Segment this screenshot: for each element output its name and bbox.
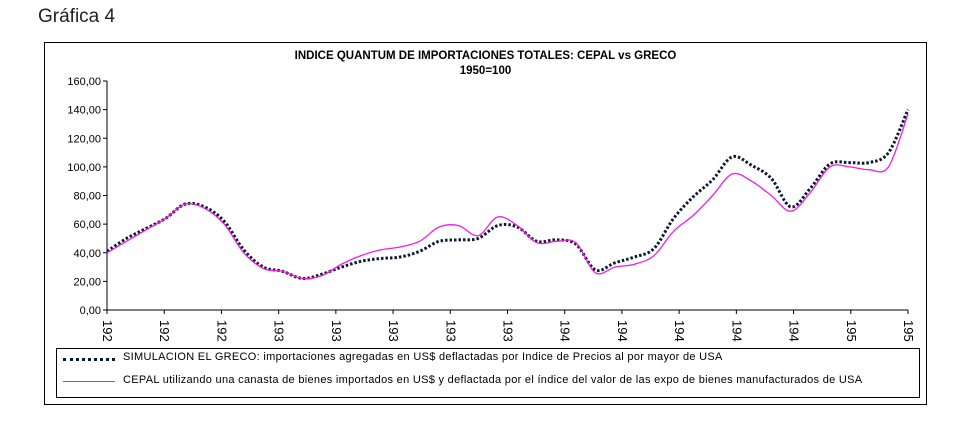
legend-label-cepal: CEPAL utilizando una canasta de bienes i… [123, 374, 863, 386]
chart-legend: SIMULACION EL GRECO: importaciones agreg… [56, 348, 920, 398]
x-tick-label: 195 [844, 320, 859, 342]
y-tick-label: 140,00 [67, 105, 101, 117]
y-tick-label: 100,00 [67, 162, 101, 174]
x-tick-label: 194 [672, 320, 687, 342]
figure-label: Gráfica 4 [38, 6, 116, 27]
x-tick-label: 193 [501, 320, 516, 342]
legend-entry-greco: SIMULACION EL GRECO: importaciones agreg… [61, 352, 917, 374]
legend-label-greco: SIMULACION EL GRECO: importaciones agreg… [123, 351, 723, 363]
x-tick-label: 194 [787, 320, 802, 342]
y-tick-label: 0,00 [80, 305, 101, 317]
y-tick-label: 80,00 [73, 191, 101, 203]
chart-subtitle: 1950=100 [459, 65, 512, 77]
series-line-greco [106, 108, 910, 281]
x-tick-label: 194 [558, 320, 573, 342]
y-axis-ticks: 0,00 20,00 40,00 60,00 80,00 100,00 120,00 140,… [67, 76, 107, 317]
y-tick-label: 160,00 [67, 76, 101, 88]
x-tick-label: 192 [157, 320, 172, 342]
chart-frame [44, 42, 927, 405]
y-tick-label: 20,00 [73, 276, 101, 288]
legend-entry-cepal: CEPAL utilizando una canasta de bienes i… [61, 375, 917, 397]
x-tick-label: 192 [214, 320, 229, 342]
x-tick-label: 193 [386, 320, 401, 342]
x-tick-label: 194 [615, 320, 630, 342]
legend-swatch-solid [63, 381, 115, 382]
y-tick-label: 40,00 [73, 248, 101, 260]
x-tick-label: 193 [443, 320, 458, 342]
legend-swatch-dotted [63, 358, 115, 361]
chart-title: INDICE QUANTUM DE IMPORTACIONES TOTALES:… [294, 50, 677, 62]
x-tick-label: 195 [901, 320, 916, 342]
x-tick-label: 193 [329, 320, 344, 342]
series-line-cepal [106, 113, 909, 280]
x-tick-label: 194 [729, 320, 744, 342]
y-tick-label: 60,00 [73, 219, 101, 231]
x-tick-label: 192 [100, 320, 115, 342]
x-tick-label: 193 [272, 320, 287, 342]
chart-series [106, 108, 910, 281]
y-tick-label: 120,00 [67, 133, 101, 145]
chart-axes [106, 81, 908, 311]
x-axis-ticks: 192 192 192 193 193 193 193 193 194 194 194 194 194 1… [100, 310, 916, 342]
